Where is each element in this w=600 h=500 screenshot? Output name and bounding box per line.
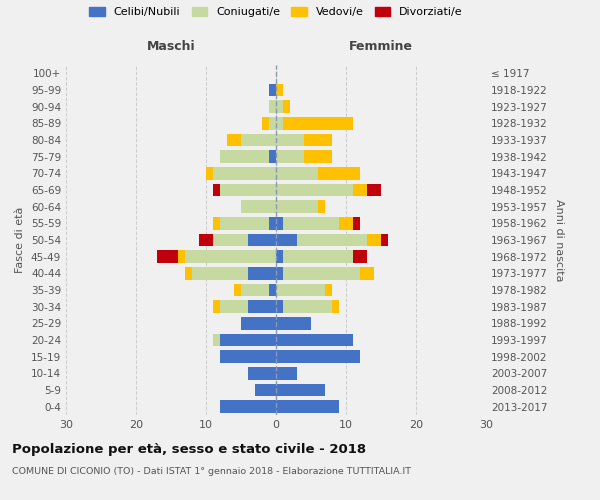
Bar [283, 267, 360, 280]
Bar [339, 217, 353, 230]
Bar [276, 317, 311, 330]
Bar [220, 350, 276, 363]
Bar [234, 284, 241, 296]
Bar [241, 134, 276, 146]
Bar [283, 117, 353, 130]
Bar [220, 334, 276, 346]
Bar [325, 284, 332, 296]
Bar [269, 284, 276, 296]
Bar [241, 284, 269, 296]
Bar [276, 167, 318, 179]
Bar [276, 367, 297, 380]
Legend: Celibi/Nubili, Coniugati/e, Vedovi/e, Divorziati/e: Celibi/Nubili, Coniugati/e, Vedovi/e, Di… [85, 2, 467, 22]
Text: COMUNE DI CICONIO (TO) - Dati ISTAT 1° gennaio 2018 - Elaborazione TUTTITALIA.IT: COMUNE DI CICONIO (TO) - Dati ISTAT 1° g… [12, 468, 411, 476]
Bar [276, 384, 325, 396]
Bar [213, 167, 276, 179]
Bar [213, 334, 220, 346]
Bar [220, 150, 269, 163]
Bar [241, 317, 276, 330]
Bar [178, 250, 185, 263]
Bar [283, 250, 353, 263]
Bar [213, 300, 220, 313]
Text: Femmine: Femmine [349, 40, 413, 54]
Bar [297, 234, 367, 246]
Bar [269, 217, 276, 230]
Bar [304, 150, 332, 163]
Bar [276, 400, 339, 413]
Bar [220, 184, 276, 196]
Bar [276, 100, 283, 113]
Bar [381, 234, 388, 246]
Bar [360, 267, 374, 280]
Bar [220, 300, 248, 313]
Y-axis label: Anni di nascita: Anni di nascita [554, 198, 564, 281]
Bar [269, 117, 276, 130]
Bar [248, 367, 276, 380]
Bar [276, 217, 283, 230]
Bar [241, 200, 276, 213]
Bar [157, 250, 178, 263]
Bar [227, 134, 241, 146]
Bar [248, 300, 276, 313]
Bar [276, 234, 297, 246]
Bar [248, 234, 276, 246]
Bar [276, 250, 283, 263]
Bar [185, 267, 192, 280]
Bar [276, 117, 283, 130]
Bar [367, 184, 381, 196]
Bar [213, 184, 220, 196]
Bar [283, 217, 339, 230]
Bar [199, 234, 213, 246]
Bar [276, 84, 283, 96]
Bar [185, 250, 276, 263]
Bar [213, 234, 248, 246]
Bar [283, 300, 332, 313]
Bar [220, 217, 269, 230]
Bar [220, 400, 276, 413]
Bar [318, 200, 325, 213]
Bar [332, 300, 339, 313]
Bar [283, 100, 290, 113]
Bar [269, 150, 276, 163]
Bar [192, 267, 248, 280]
Bar [367, 234, 381, 246]
Bar [269, 84, 276, 96]
Bar [269, 100, 276, 113]
Bar [353, 250, 367, 263]
Text: Maschi: Maschi [146, 40, 196, 54]
Bar [276, 267, 283, 280]
Y-axis label: Fasce di età: Fasce di età [16, 207, 25, 273]
Text: Popolazione per età, sesso e stato civile - 2018: Popolazione per età, sesso e stato civil… [12, 442, 366, 456]
Bar [248, 267, 276, 280]
Bar [276, 184, 353, 196]
Bar [213, 217, 220, 230]
Bar [353, 184, 367, 196]
Bar [318, 167, 360, 179]
Bar [276, 334, 353, 346]
Bar [353, 217, 360, 230]
Bar [276, 284, 325, 296]
Bar [206, 167, 213, 179]
Bar [276, 200, 318, 213]
Bar [276, 150, 304, 163]
Bar [262, 117, 269, 130]
Bar [276, 300, 283, 313]
Bar [276, 134, 304, 146]
Bar [276, 350, 360, 363]
Bar [255, 384, 276, 396]
Bar [304, 134, 332, 146]
